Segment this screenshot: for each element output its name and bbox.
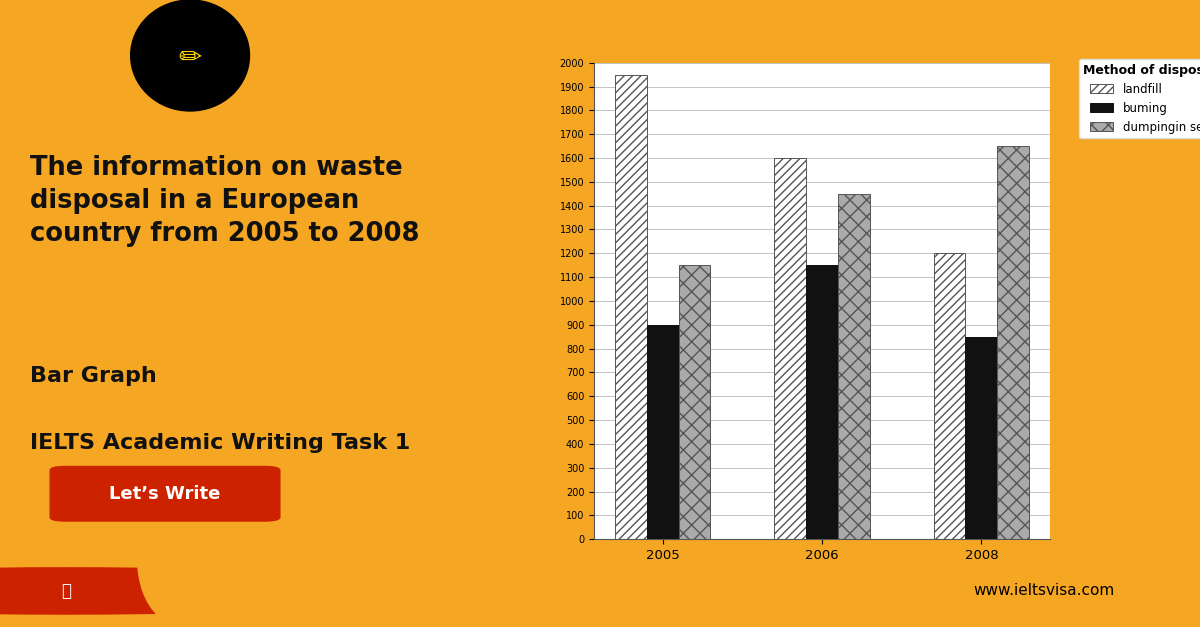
Bar bbox=[934, 253, 966, 539]
Bar bbox=[774, 158, 806, 539]
Text: Let’s Write: Let’s Write bbox=[109, 485, 221, 503]
Text: By Mahendra Patel: By Mahendra Patel bbox=[156, 604, 262, 614]
Text: The information on waste
disposal in a European
country from 2005 to 2008: The information on waste disposal in a E… bbox=[30, 155, 419, 248]
Bar bbox=[647, 325, 678, 539]
Legend: landfill, buming, dumpingin sea: landfill, buming, dumpingin sea bbox=[1079, 59, 1200, 138]
FancyBboxPatch shape bbox=[137, 0, 761, 627]
FancyBboxPatch shape bbox=[50, 466, 280, 521]
Bar bbox=[614, 75, 647, 539]
Text: ✏: ✏ bbox=[179, 45, 202, 72]
Text: 🎓: 🎓 bbox=[61, 582, 71, 600]
Circle shape bbox=[0, 568, 450, 614]
Bar bbox=[838, 194, 870, 539]
Bar bbox=[806, 265, 838, 539]
Text: Bar Graph: Bar Graph bbox=[30, 366, 156, 386]
Circle shape bbox=[131, 0, 250, 111]
Text: www.ieltsvisa.com: www.ieltsvisa.com bbox=[973, 584, 1115, 598]
Text: visa.com: visa.com bbox=[230, 573, 319, 591]
Bar bbox=[678, 265, 710, 539]
Bar bbox=[997, 146, 1030, 539]
Text: IELTS: IELTS bbox=[138, 573, 191, 591]
Text: IELTS Academic Writing Task 1: IELTS Academic Writing Task 1 bbox=[30, 433, 410, 453]
Bar bbox=[966, 337, 997, 539]
